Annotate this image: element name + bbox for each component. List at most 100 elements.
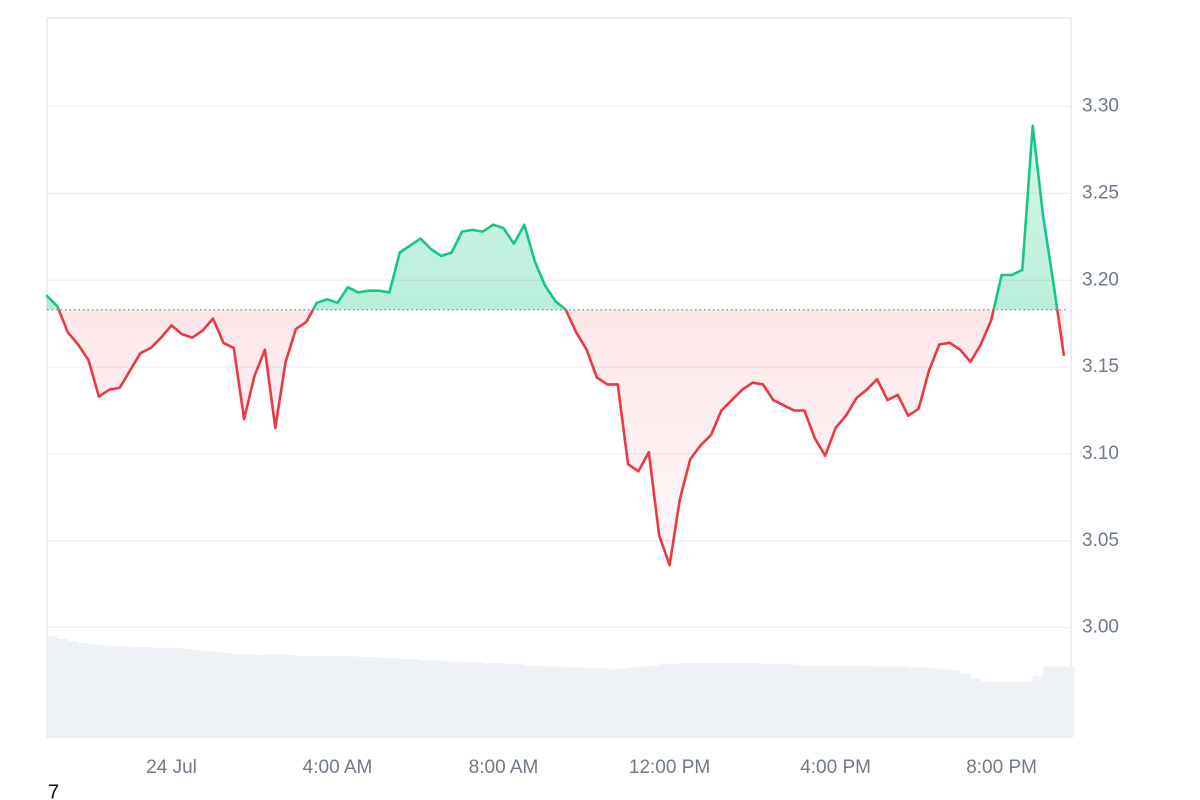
- volume-bar: [908, 667, 919, 737]
- volume-bar: [347, 656, 359, 737]
- volume-bar: [700, 663, 712, 737]
- volume-bar: [389, 658, 401, 737]
- volume-bar: [596, 668, 608, 737]
- volume-bar: [254, 655, 266, 737]
- volume-bar: [949, 670, 961, 737]
- volume-bar: [762, 664, 774, 737]
- volume-bar: [420, 660, 432, 737]
- volume-bar: [503, 664, 515, 737]
- volume-bar: [711, 663, 722, 737]
- y-tick-label: 3.00: [1082, 617, 1119, 638]
- volume-bar: [866, 666, 878, 737]
- x-tick-label: 4:00 AM: [303, 757, 373, 778]
- volume-bar: [78, 643, 89, 737]
- volume-bar: [773, 664, 784, 737]
- volume-bar: [534, 665, 546, 737]
- volume-bar: [192, 650, 203, 737]
- volume-bar: [1053, 666, 1065, 737]
- volume-bar: [306, 656, 318, 737]
- volume-bar: [897, 666, 909, 737]
- volume-bar: [275, 654, 286, 737]
- volume-bar: [752, 663, 764, 737]
- volume-bar: [451, 661, 463, 737]
- volume-bar: [980, 681, 992, 737]
- x-tick-label: 24 Jul: [146, 757, 197, 778]
- volume-bar: [991, 681, 1002, 737]
- volume-bar: [213, 652, 224, 737]
- volume-bar: [119, 646, 131, 737]
- volume-bar: [47, 636, 58, 737]
- volume-bar: [161, 648, 172, 737]
- footer-note: 7: [48, 781, 59, 800]
- volume-bar: [1001, 681, 1013, 737]
- volume-bar: [140, 647, 151, 737]
- x-tick-label: 4:00 PM: [800, 757, 871, 778]
- volume-bar: [721, 663, 733, 737]
- y-tick-label: 3.05: [1082, 530, 1119, 551]
- volume-bar: [441, 661, 452, 737]
- volume-bar: [648, 665, 660, 737]
- volume-bar: [845, 665, 857, 737]
- volume-bar: [109, 646, 120, 737]
- volume-bar: [887, 666, 899, 737]
- volume-bar: [244, 654, 255, 737]
- volume-bar: [264, 654, 276, 737]
- volume-bar: [814, 665, 826, 737]
- volume-bar: [399, 659, 411, 737]
- volume-bar: [202, 651, 214, 737]
- volume-bar: [1063, 666, 1075, 737]
- volume-bar: [690, 663, 701, 737]
- x-tick-label: 8:00 PM: [966, 757, 1037, 778]
- volume-bar: [493, 663, 504, 737]
- volume-bar: [607, 669, 618, 737]
- volume-bar: [576, 667, 587, 737]
- volume-bar: [555, 666, 567, 737]
- volume-bar: [928, 668, 940, 737]
- volume-bar: [181, 649, 193, 737]
- volume-bar: [960, 673, 971, 737]
- y-tick-label: 3.30: [1082, 96, 1119, 117]
- y-tick-label: 3.25: [1082, 182, 1119, 203]
- volume-bar: [1032, 676, 1044, 737]
- volume-bar: [742, 663, 753, 737]
- volume-bar: [679, 663, 691, 737]
- price-line: [45, 124, 1066, 567]
- volume-bar: [285, 655, 297, 737]
- volume-bar: [513, 664, 525, 737]
- volume-bar: [430, 660, 442, 737]
- volume-bar: [1043, 666, 1054, 737]
- volume-bar: [659, 664, 670, 737]
- y-tick-label: 3.20: [1082, 269, 1119, 290]
- volume-bar: [804, 665, 816, 737]
- y-tick-label: 3.10: [1082, 443, 1119, 464]
- volume-bar: [472, 662, 484, 737]
- volume-bar: [358, 657, 369, 737]
- volume-bar: [545, 666, 556, 737]
- volume-bar: [794, 665, 805, 737]
- volume-bar: [939, 669, 950, 737]
- volume-bar: [233, 654, 245, 737]
- volume-bar: [410, 659, 421, 737]
- volume-bar: [731, 663, 743, 737]
- volume-bar: [669, 664, 681, 737]
- volume-bar: [877, 666, 888, 737]
- volume-bar: [462, 662, 473, 737]
- volume-bar: [628, 667, 639, 737]
- volume-bar: [88, 644, 100, 737]
- volume-bar: [783, 664, 795, 737]
- volume-bar: [970, 678, 982, 737]
- volume-bar: [524, 665, 535, 737]
- volume-bar: [171, 648, 183, 737]
- volume-bar: [316, 656, 328, 737]
- volume-bar: [565, 667, 577, 737]
- volume-bar: [1011, 681, 1023, 737]
- volume-bar: [835, 665, 847, 737]
- y-tick-label: 3.15: [1082, 356, 1119, 377]
- volume-bar: [67, 641, 79, 737]
- volume-bar: [825, 665, 836, 737]
- volume-bar: [638, 666, 650, 737]
- volume-bar: [617, 668, 629, 737]
- volume-bar: [1022, 681, 1033, 737]
